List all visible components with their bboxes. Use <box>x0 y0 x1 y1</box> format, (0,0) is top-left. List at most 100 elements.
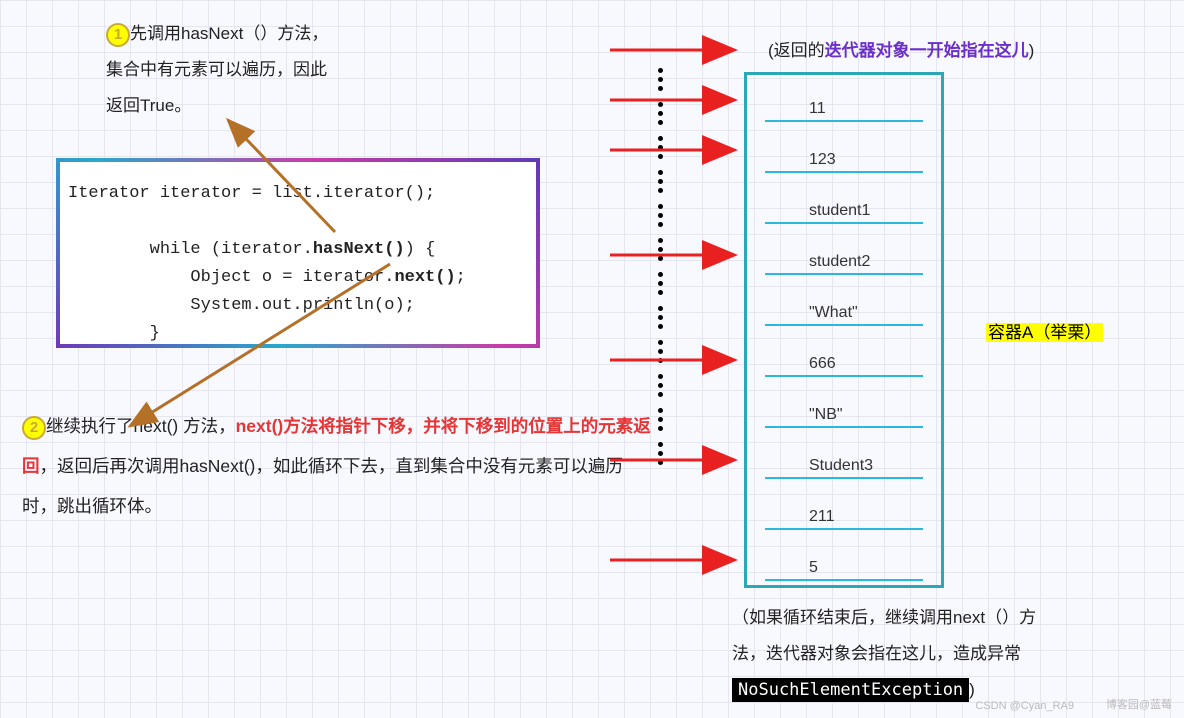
bn-c: ) <box>969 680 975 699</box>
dot <box>658 349 663 354</box>
watermark-cnblogs: 博客园@蓝莓 <box>1106 696 1172 712</box>
note-2: 2继续执行了next() 方法，next()方法将指针下移，并将下移到的位置上的… <box>22 406 654 526</box>
dot <box>658 170 663 175</box>
row-underline <box>765 528 923 530</box>
dot <box>658 188 663 193</box>
row-underline <box>765 120 923 122</box>
dot <box>658 442 663 447</box>
dot <box>658 460 663 465</box>
list-item: 211 <box>747 483 941 534</box>
dot <box>658 426 663 431</box>
list-item: "NB" <box>747 381 941 432</box>
item-text: student2 <box>809 253 870 271</box>
bn-b: 法，迭代器对象会指在这儿，造成异常 <box>732 644 1021 663</box>
code-l2a: while (iterator. <box>68 240 313 259</box>
dot <box>658 392 663 397</box>
dot <box>658 86 663 91</box>
dot <box>658 238 663 243</box>
list-item: student1 <box>747 177 941 228</box>
item-text: 5 <box>809 559 818 577</box>
top-note: (返回的迭代器对象一开始指在这儿) <box>768 36 1034 61</box>
row-underline <box>765 426 923 428</box>
item-text: 211 <box>809 508 835 526</box>
dot-group <box>658 306 663 329</box>
row-underline <box>765 477 923 479</box>
note1-b: 集合中有元素可以遍历，因此 <box>106 60 327 79</box>
dot-group <box>658 408 663 431</box>
code-l1: Iterator iterator = list.iterator(); <box>68 184 435 203</box>
code-next: next() <box>394 268 455 287</box>
dot <box>658 247 663 252</box>
note1-a: 先调用hasNext（）方法， <box>130 24 328 43</box>
dot <box>658 374 663 379</box>
dot <box>658 136 663 141</box>
dot <box>658 383 663 388</box>
list-item: 123 <box>747 126 941 177</box>
container-label: 容器A（举栗） <box>986 318 1103 343</box>
dot-group <box>658 68 663 91</box>
dot-group <box>658 238 663 261</box>
code-l3c: ; <box>456 268 466 287</box>
code-l3a: Object o = iterator. <box>68 268 394 287</box>
bn-a: （如果循环结束后，继续调用next（）方 <box>732 608 1036 627</box>
row-underline <box>765 579 923 581</box>
badge-1: 1 <box>106 23 130 47</box>
code-block: Iterator iterator = list.iterator(); whi… <box>56 158 540 348</box>
list-container: 11 123 student1 student2 "What" 666 "NB" Studen… <box>744 72 944 588</box>
note2-b: ，返回后再次调用hasNext()，如此循环下去，直到集合中没有元素可以遍历时，… <box>22 456 623 516</box>
note1-c: 返回True。 <box>106 96 191 115</box>
row-underline <box>765 375 923 377</box>
dot <box>658 204 663 209</box>
dot-group <box>658 170 663 193</box>
list-item: Student3 <box>747 432 941 483</box>
row-underline <box>765 171 923 173</box>
top-purple: 迭代器对象一开始指在这儿 <box>825 41 1029 60</box>
list-item: 5 <box>747 534 941 585</box>
dot-group <box>658 136 663 159</box>
list-item: "What" <box>747 279 941 330</box>
code-hasnext: hasNext() <box>313 240 405 259</box>
dot <box>658 145 663 150</box>
dot <box>658 68 663 73</box>
bottom-note: （如果循环结束后，继续调用next（）方 法，迭代器对象会指在这儿，造成异常 N… <box>732 600 1152 708</box>
list-item: 666 <box>747 330 941 381</box>
item-text: Student3 <box>809 457 873 475</box>
dot-group <box>658 340 663 363</box>
dot-group <box>658 442 663 465</box>
dot <box>658 417 663 422</box>
badge-2: 2 <box>22 416 46 440</box>
item-text: 11 <box>809 100 826 118</box>
watermark-csdn: CSDN @Cyan_RA9 <box>975 700 1074 712</box>
dot <box>658 102 663 107</box>
dot <box>658 213 663 218</box>
top-b: ) <box>1029 41 1035 60</box>
dot-group <box>658 272 663 295</box>
item-text: student1 <box>809 202 870 220</box>
dot <box>658 281 663 286</box>
dot <box>658 306 663 311</box>
list-item: student2 <box>747 228 941 279</box>
item-text: 123 <box>809 151 836 169</box>
dot <box>658 290 663 295</box>
row-underline <box>765 222 923 224</box>
exception-box: NoSuchElementException <box>732 678 969 702</box>
row-underline <box>765 273 923 275</box>
item-text: "What" <box>809 304 858 322</box>
code-l2c: ) { <box>405 240 436 259</box>
dot <box>658 451 663 456</box>
dot <box>658 358 663 363</box>
list-item: 11 <box>747 75 941 126</box>
dot-group <box>658 374 663 397</box>
dot-group <box>658 102 663 125</box>
dot <box>658 120 663 125</box>
dot <box>658 77 663 82</box>
item-text: "NB" <box>809 406 843 424</box>
dot-group <box>658 204 663 227</box>
dots-column <box>658 68 663 465</box>
dot <box>658 315 663 320</box>
dot <box>658 340 663 345</box>
dot <box>658 222 663 227</box>
note-1: 1先调用hasNext（）方法， 集合中有元素可以遍历，因此 返回True。 <box>106 16 426 124</box>
code-l5: } <box>68 324 160 343</box>
code-l4: System.out.println(o); <box>68 296 415 315</box>
